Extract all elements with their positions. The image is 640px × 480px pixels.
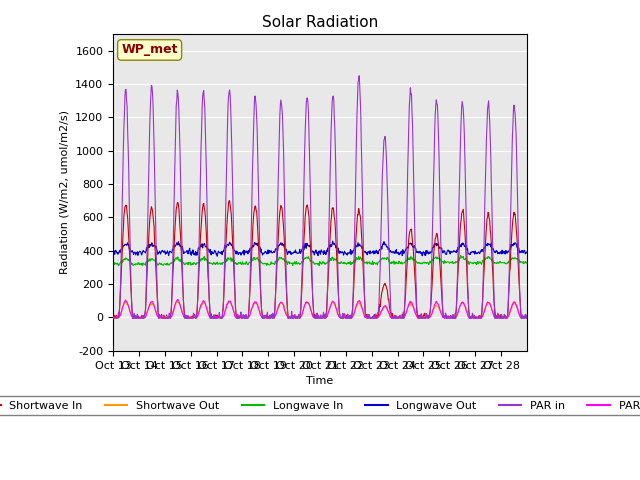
- Text: WP_met: WP_met: [122, 44, 178, 57]
- Title: Solar Radiation: Solar Radiation: [262, 15, 378, 30]
- Legend: Shortwave In, Shortwave Out, Longwave In, Longwave Out, PAR in, PAR out: Shortwave In, Shortwave Out, Longwave In…: [0, 396, 640, 415]
- X-axis label: Time: Time: [307, 376, 333, 386]
- Y-axis label: Radiation (W/m2, umol/m2/s): Radiation (W/m2, umol/m2/s): [60, 110, 70, 275]
